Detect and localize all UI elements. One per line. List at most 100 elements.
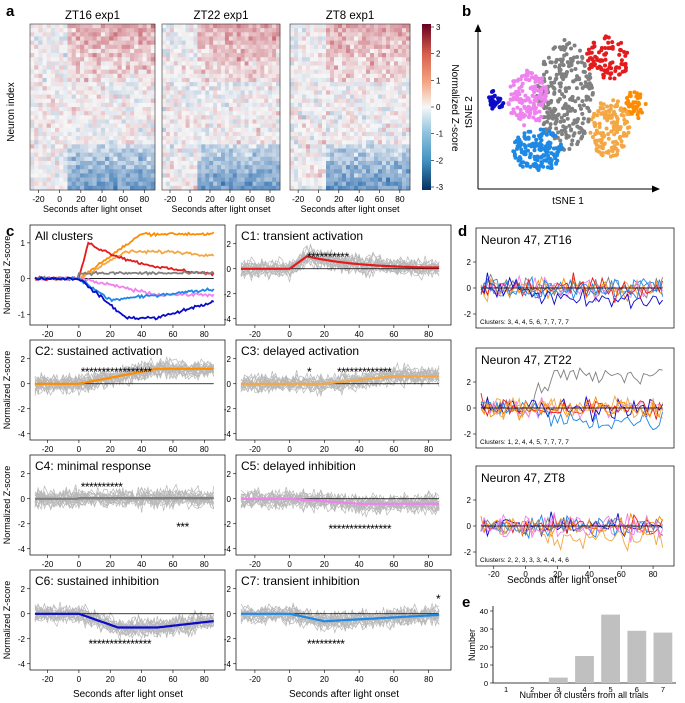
svg-text:20: 20 [106,560,115,569]
svg-text:1: 1 [21,239,26,248]
significance-stars: ********** [307,250,350,264]
cluster-mean-trace [35,367,214,385]
cluster-xticks: -20 0 20 40 60 80 [42,670,209,684]
tsne-xlabel: tSNE 1 [552,196,584,207]
neuron-xticks: -20 0 20 40 60 80 [488,566,658,579]
svg-text:20: 20 [320,675,329,684]
svg-text:80: 80 [200,330,209,339]
colorbar-gradient [422,24,431,190]
cluster-ylabel-6: Normalized Z-score [2,581,12,660]
heatmap-title-2: ZT22 exp1 [194,10,249,22]
cluster-title-0: All clusters [35,229,93,243]
cluster-panel-0: 1 0 -1 -20 0 20 40 60 80 All clusters Normalized Z… [2,224,226,339]
svg-text:2: 2 [227,355,232,364]
svg-text:80: 80 [200,675,209,684]
significance-stars: * [436,592,441,606]
svg-text:-2: -2 [224,290,232,299]
heatmap-xlabel-1: Seconds after light onset [43,204,143,214]
svg-text:1: 1 [436,76,441,85]
svg-text:0: 0 [77,560,82,569]
tsne-y-arrow [474,24,482,32]
bar-xlabel: Number of clusters from all trials [519,690,649,700]
svg-text:-3: -3 [436,183,444,192]
svg-text:-4: -4 [18,545,26,554]
svg-text:2: 2 [227,470,232,479]
cluster-xticks: -20 0 20 40 60 80 [42,325,209,339]
svg-text:-20: -20 [42,560,54,569]
svg-text:-4: -4 [18,430,26,439]
cluster-xticks: -20 0 20 40 60 80 [249,555,434,569]
svg-text:-1: -1 [436,130,444,139]
neuron-clusters-3: Clusters: 2, 2, 3, 3, 3, 4, 4, 4, 6 [480,557,569,564]
svg-text:-20: -20 [488,570,500,579]
tsne-ylabel: tSNE 2 [464,96,475,128]
heatmap-title-3: ZT8 exp1 [326,10,375,22]
bar-chart: 0 10 20 30 40 1 2 3 4 5 6 7 [480,607,673,694]
svg-text:80: 80 [200,445,209,454]
svg-text:0: 0 [227,380,232,389]
neuron-title-2: Neuron 47, ZT22 [481,353,572,367]
svg-text:60: 60 [169,445,178,454]
svg-text:20: 20 [76,194,86,204]
svg-text:0: 0 [436,103,441,112]
cluster-yticks: 2 0 -2 -4 [18,585,30,669]
svg-text:20: 20 [320,330,329,339]
svg-text:0: 0 [287,445,292,454]
heatmap-xlabel-3: Seconds after light onset [300,204,400,214]
svg-text:-2: -2 [224,635,232,644]
svg-text:0: 0 [316,194,321,204]
cluster-yticks: 2 0 -2 -4 [18,355,30,439]
svg-text:3: 3 [436,23,441,32]
neuron-panel-2: Neuron 47, ZT22 Clusters: 1, 2, 4, 4, 5, … [464,347,675,449]
svg-text:40: 40 [225,194,235,204]
svg-text:0: 0 [467,404,472,413]
bar-xtick-label: 6 [635,685,639,694]
significance-stars: ***************** [81,365,153,379]
neuron-yticks: 2 0 -2 [464,258,476,319]
svg-text:0: 0 [77,675,82,684]
cluster-xlabel-right: Seconds after light onset [289,689,399,700]
svg-text:0: 0 [227,265,232,274]
bar-xtick-label: 2 [530,685,534,694]
cluster-mean-trace [241,497,440,505]
cluster-title-7: C7: transient inhibition [241,574,360,588]
bar-xtick-label: 3 [556,685,560,694]
svg-text:40: 40 [585,570,594,579]
svg-text:2: 2 [21,470,26,479]
svg-text:80: 80 [395,194,405,204]
heatmap-xticks-3: -20 0 20 40 60 80 [292,190,405,204]
cluster-mean-trace [241,255,440,270]
svg-text:-4: -4 [18,660,26,669]
heatmap-xlabel-2: Seconds after light onset [171,204,271,214]
svg-text:2: 2 [467,258,472,267]
svg-text:60: 60 [169,560,178,569]
neuron-panels: Neuron 47, ZT16 Clusters: 3, 4, 4, 5, 6, … [464,227,675,579]
svg-text:80: 80 [424,560,433,569]
svg-text:-2: -2 [18,520,26,529]
tsne-cluster-6 [511,127,565,172]
tsne-cluster-1 [585,34,630,81]
svg-text:2: 2 [21,585,26,594]
svg-text:-4: -4 [224,315,232,324]
svg-text:0: 0 [21,495,26,504]
svg-text:60: 60 [375,194,385,204]
panel-letter-b: b [462,3,471,20]
svg-text:-2: -2 [436,156,444,165]
bar-3 [548,677,568,683]
panel-letter-c: c [6,223,14,240]
svg-text:0: 0 [467,522,472,531]
panel-b: tSNE 1 tSNE 2 [464,24,660,207]
svg-text:20: 20 [320,560,329,569]
svg-text:-2: -2 [224,405,232,414]
svg-text:0: 0 [21,610,26,619]
heatmap-ylabel: Neuron index [6,82,17,141]
cluster-yticks: 2 0 -2 -4 [18,470,30,554]
cluster-title-4: C4: minimal response [35,459,151,473]
svg-text:-20: -20 [32,194,45,204]
svg-text:40: 40 [137,445,146,454]
svg-text:60: 60 [389,330,398,339]
